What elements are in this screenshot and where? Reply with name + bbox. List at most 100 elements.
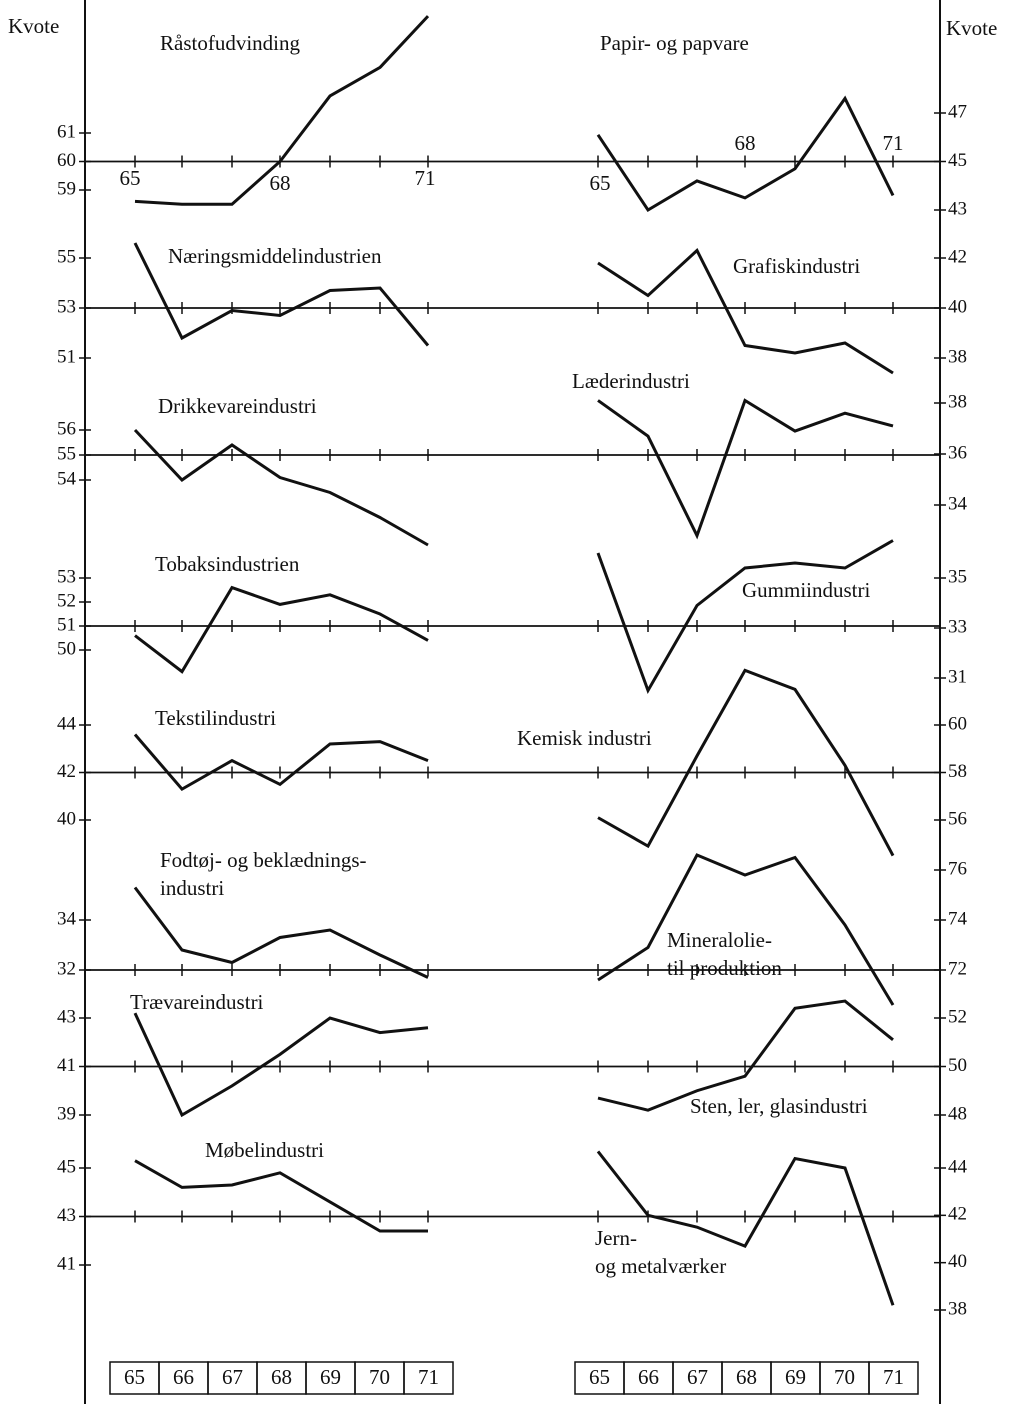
y-tick-label: 60 bbox=[57, 150, 76, 171]
panel-title: Møbelindustri bbox=[205, 1138, 324, 1162]
line bbox=[134, 1159, 428, 1233]
y-tick-label: 47 bbox=[948, 101, 967, 122]
y-tick-label: 50 bbox=[948, 1055, 967, 1076]
y-tick-label: 40 bbox=[57, 808, 76, 829]
x-category-label: 69 bbox=[785, 1365, 806, 1389]
y-tick-label: 45 bbox=[948, 150, 967, 171]
x-category-label: 67 bbox=[687, 1365, 708, 1389]
x-category-label: 66 bbox=[638, 1365, 659, 1389]
panel-title: og metalværker bbox=[595, 1254, 726, 1278]
y-tick-label: 34 bbox=[948, 493, 968, 514]
panel-title: Gummiindustri bbox=[742, 578, 871, 602]
panel-title: Papir- og papvare bbox=[600, 31, 749, 55]
y-tick-label: 76 bbox=[948, 858, 967, 879]
x-category-label: 71 bbox=[883, 1365, 904, 1389]
x-tick-label: 71 bbox=[415, 166, 436, 190]
x-category-label: 65 bbox=[589, 1365, 610, 1389]
x-tick-label: 68 bbox=[735, 131, 756, 155]
right-axis-label: Kvote bbox=[946, 16, 997, 40]
y-tick-label: 56 bbox=[57, 418, 76, 439]
year-box bbox=[403, 1361, 454, 1395]
y-tick-label: 51 bbox=[57, 614, 76, 635]
y-tick-label: 38 bbox=[948, 1298, 967, 1319]
y-tick-label: 34 bbox=[57, 908, 77, 929]
y-tick-label: 32 bbox=[57, 958, 76, 979]
line bbox=[596, 1150, 895, 1306]
y-tick-label: 44 bbox=[57, 713, 77, 734]
y-tick-label: 52 bbox=[948, 1006, 967, 1027]
line bbox=[133, 428, 429, 547]
line bbox=[134, 585, 429, 674]
y-tick-label: 40 bbox=[948, 296, 967, 317]
line bbox=[133, 1012, 429, 1118]
y-tick-label: 42 bbox=[948, 246, 967, 267]
y-tick-label: 35 bbox=[948, 566, 967, 587]
line bbox=[133, 733, 429, 792]
x-category-label: 69 bbox=[320, 1365, 341, 1389]
x-category-label: 70 bbox=[834, 1365, 855, 1389]
panel-title: Drikkevareindustri bbox=[158, 394, 317, 418]
y-tick-label: 41 bbox=[57, 1253, 76, 1274]
y-tick-label: 55 bbox=[57, 443, 76, 464]
y-tick-label: 60 bbox=[948, 713, 967, 734]
panel-title: Læderindustri bbox=[572, 369, 690, 393]
line bbox=[596, 539, 894, 695]
y-tick-label: 31 bbox=[948, 666, 967, 687]
x-tick-label: 65 bbox=[120, 166, 141, 190]
panel-title: Råstofudvinding bbox=[160, 31, 300, 55]
y-tick-label: 41 bbox=[57, 1055, 76, 1076]
line bbox=[597, 398, 894, 540]
y-tick-label: 59 bbox=[57, 178, 76, 199]
y-tick-label: 54 bbox=[57, 468, 77, 489]
y-tick-label: 36 bbox=[948, 442, 967, 463]
line bbox=[596, 95, 895, 213]
x-category-label: 70 bbox=[369, 1365, 390, 1389]
y-tick-label: 38 bbox=[948, 346, 967, 367]
line bbox=[597, 668, 895, 857]
panel-title: til produktion bbox=[667, 956, 782, 980]
y-tick-label: 74 bbox=[948, 908, 968, 929]
y-tick-label: 53 bbox=[57, 296, 76, 317]
line bbox=[597, 853, 895, 1006]
x-tick-label: 71 bbox=[883, 131, 904, 155]
y-tick-label: 38 bbox=[948, 391, 967, 412]
y-tick-label: 44 bbox=[948, 1156, 968, 1177]
y-tick-label: 42 bbox=[57, 761, 76, 782]
x-category-label: 65 bbox=[124, 1365, 145, 1389]
panel-title: Sten, ler, glasindustri bbox=[690, 1094, 868, 1118]
panel-title: Fodtøj- og beklædnings- bbox=[160, 848, 367, 872]
x-category-label: 66 bbox=[173, 1365, 194, 1389]
line bbox=[133, 886, 429, 979]
y-tick-label: 45 bbox=[57, 1156, 76, 1177]
panel-title: Næringsmiddelindustrien bbox=[168, 244, 382, 268]
y-tick-label: 61 bbox=[57, 121, 76, 142]
line bbox=[597, 999, 894, 1112]
y-tick-label: 58 bbox=[948, 761, 967, 782]
y-tick-label: 55 bbox=[57, 246, 76, 267]
y-tick-label: 51 bbox=[57, 346, 76, 367]
x-category-label: 71 bbox=[418, 1365, 439, 1389]
panel-title: Tobaksindustrien bbox=[155, 552, 300, 576]
x-tick-label: 65 bbox=[590, 171, 611, 195]
y-tick-label: 39 bbox=[57, 1103, 76, 1124]
x-category-label: 67 bbox=[222, 1365, 243, 1389]
y-tick-label: 72 bbox=[948, 958, 967, 979]
line bbox=[133, 242, 430, 347]
y-tick-label: 43 bbox=[57, 1205, 76, 1226]
year-box bbox=[868, 1361, 919, 1395]
y-tick-label: 52 bbox=[57, 590, 76, 611]
x-tick-label: 68 bbox=[270, 171, 291, 195]
y-tick-label: 43 bbox=[57, 1006, 76, 1027]
y-tick-label: 43 bbox=[948, 198, 967, 219]
line bbox=[597, 248, 894, 375]
y-tick-label: 42 bbox=[948, 1204, 967, 1225]
panel-title: Jern- bbox=[595, 1226, 637, 1250]
y-tick-label: 50 bbox=[57, 638, 76, 659]
y-tick-label: 33 bbox=[948, 616, 967, 637]
y-tick-label: 40 bbox=[948, 1251, 967, 1272]
x-category-label: 68 bbox=[736, 1365, 757, 1389]
y-tick-label: 48 bbox=[948, 1103, 967, 1124]
panel-title: Tekstilindustri bbox=[155, 706, 276, 730]
left-axis-label: Kvote bbox=[8, 14, 59, 38]
